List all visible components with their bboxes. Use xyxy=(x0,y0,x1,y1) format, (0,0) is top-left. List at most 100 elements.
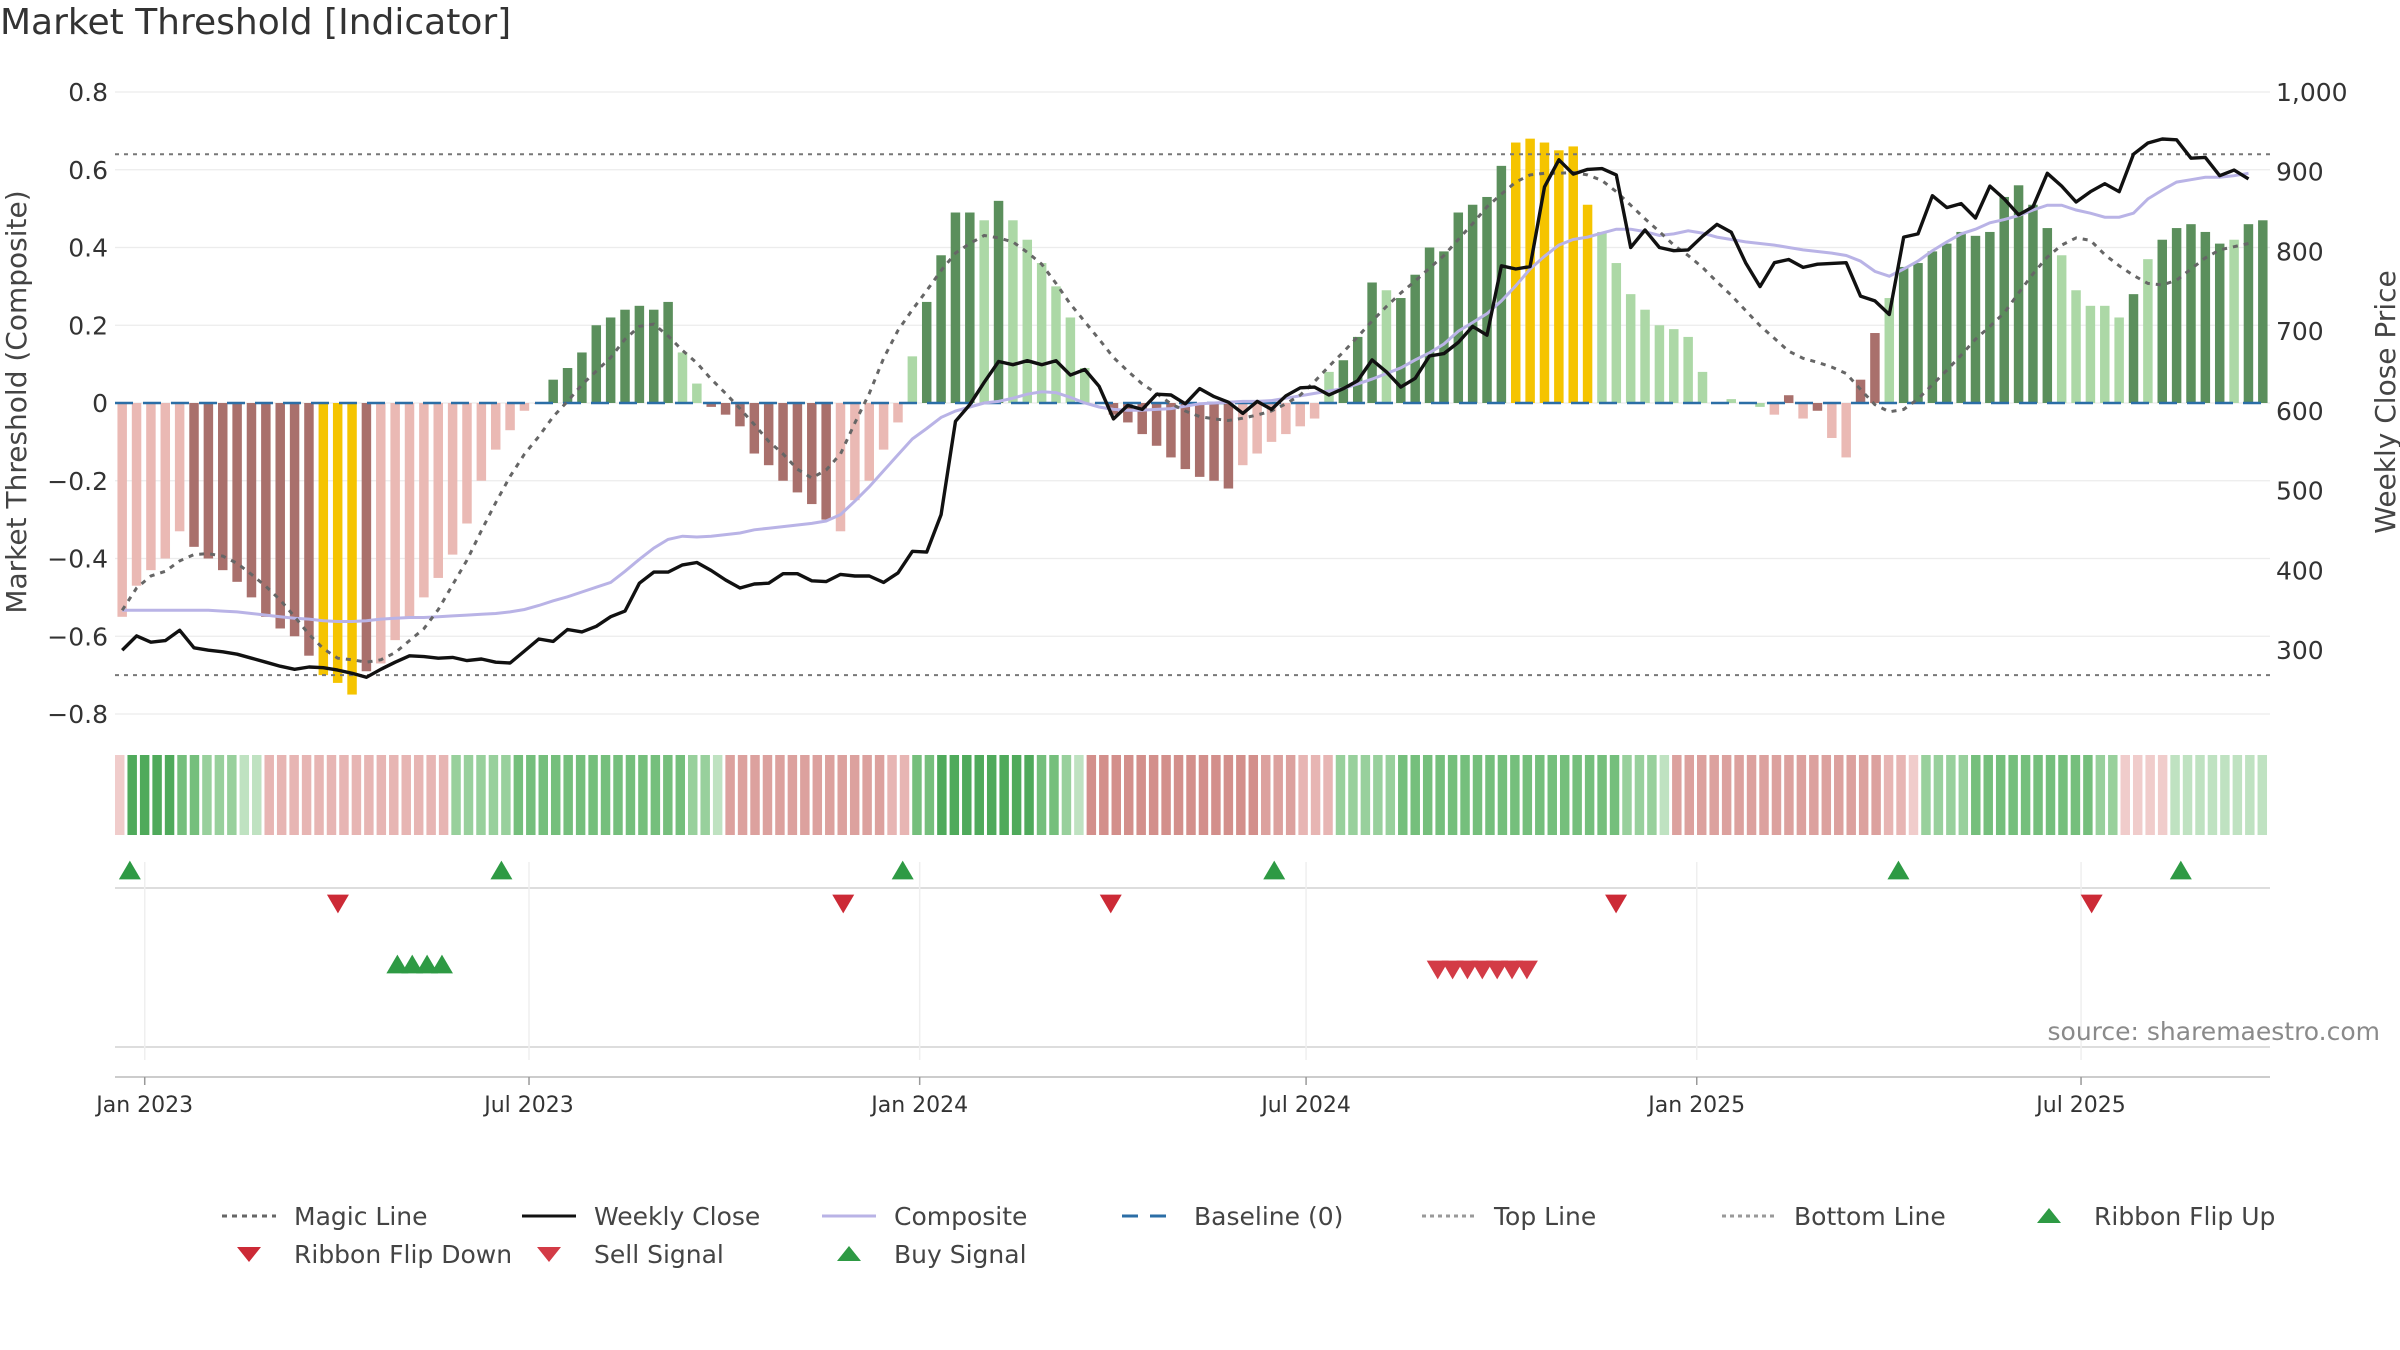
ribbon-cell xyxy=(488,755,499,835)
composite-bar xyxy=(361,403,372,672)
composite-bar xyxy=(203,403,214,559)
ribbon-cell xyxy=(1535,755,1545,835)
composite-bar xyxy=(1539,142,1550,403)
composite-bar xyxy=(1467,204,1478,403)
composite-bar xyxy=(921,301,932,403)
sell-signal-marker xyxy=(1471,960,1494,980)
ribbon-cell xyxy=(214,755,225,835)
ribbon-cell xyxy=(2120,755,2130,835)
ribbon-cell xyxy=(1123,755,1134,835)
ribbon-flip-up-marker xyxy=(891,860,914,880)
ribbon-cell xyxy=(438,755,449,835)
left-tick-label: −0.4 xyxy=(47,545,108,574)
right-tick-label: 1,000 xyxy=(2276,78,2348,107)
ribbon-cell xyxy=(389,755,399,835)
composite-bar xyxy=(1669,329,1679,403)
legend-label: Composite xyxy=(894,1201,1028,1231)
ribbon-cell xyxy=(1099,755,1109,835)
composite-bar xyxy=(1956,231,1966,403)
ribbon-cell xyxy=(1011,755,1022,835)
composite-bar xyxy=(577,352,587,403)
left-tick-label: 0.8 xyxy=(68,78,108,107)
legend-symbol xyxy=(2037,1208,2061,1223)
composite-bar xyxy=(1123,403,1133,423)
legend-item: Magic Line xyxy=(220,1198,428,1234)
legend-symbol xyxy=(837,1246,861,1261)
composite-bar xyxy=(1870,333,1880,403)
ribbon-cell xyxy=(999,755,1009,835)
ribbon-cell xyxy=(1784,755,1794,835)
composite-bar xyxy=(318,403,329,676)
ribbon-cell xyxy=(2045,755,2056,835)
ribbon-cell xyxy=(700,755,710,835)
ribbon-cell xyxy=(2257,755,2268,835)
x-tick-label: Jul 2024 xyxy=(1259,1093,1351,1118)
composite-bar xyxy=(2243,224,2254,403)
chart-lines xyxy=(115,137,2270,679)
ribbon-cell xyxy=(1672,755,1682,835)
ribbon-cell xyxy=(725,755,735,835)
ribbon-cell xyxy=(252,755,262,835)
ribbon-cell xyxy=(1024,755,1034,835)
ribbon-cell xyxy=(737,755,748,835)
composite-bar xyxy=(2186,224,2196,403)
x-tick-label: Jan 2024 xyxy=(869,1093,968,1118)
composite-bar xyxy=(1985,231,1995,403)
composite-bar xyxy=(1439,251,1449,403)
composite-bar xyxy=(634,305,645,403)
ribbon-flip-up-marker xyxy=(2169,860,2192,880)
ribbon-cell xyxy=(2232,755,2243,835)
ribbon-cell xyxy=(1186,755,1196,835)
left-axis-label: Market Threshold (Composite) xyxy=(0,190,33,613)
ribbon-cell xyxy=(1659,755,1670,835)
ribbon-cell xyxy=(874,755,885,835)
composite-bar xyxy=(2042,228,2053,403)
magic-line xyxy=(120,170,2249,664)
composite-bar xyxy=(591,325,602,403)
composite-bar xyxy=(1783,395,1794,403)
legend-label: Sell Signal xyxy=(594,1239,724,1269)
composite-bar xyxy=(476,403,487,481)
composite-bar xyxy=(1223,403,1234,489)
composite-bar xyxy=(548,379,558,403)
ribbon-cell xyxy=(1223,755,1234,835)
composite-bar xyxy=(993,200,1004,403)
composite-bar xyxy=(965,212,975,403)
ribbon-cell xyxy=(825,755,835,835)
ribbon-cell xyxy=(2157,755,2168,835)
ribbon-cell xyxy=(1460,755,1470,835)
ribbon-flip-up-marker xyxy=(118,860,141,880)
ribbon-cell xyxy=(1173,755,1184,835)
composite-bar xyxy=(763,403,774,466)
ribbon-cell xyxy=(1422,755,1433,835)
composite-bar xyxy=(160,403,171,559)
composite-bar xyxy=(1511,142,1521,403)
composite-bar xyxy=(1137,403,1147,435)
ribbon-cell xyxy=(1335,755,1346,835)
left-tick-label: −0.6 xyxy=(47,622,108,651)
ribbon-cell xyxy=(650,755,661,835)
composite-bar xyxy=(174,403,185,532)
ribbon-cell xyxy=(264,755,274,835)
ribbon-cell xyxy=(189,755,200,835)
legend-symbol xyxy=(1422,1214,1476,1218)
composite-bar xyxy=(2114,317,2124,403)
composite-bar xyxy=(1769,403,1780,415)
ribbon-cell xyxy=(1921,755,1931,835)
composite-bar xyxy=(1970,235,1981,403)
composite-bar xyxy=(1194,403,1205,477)
ribbon-cell xyxy=(1684,755,1695,835)
ribbon-cell xyxy=(1696,755,1707,835)
ribbon-cell xyxy=(476,755,486,835)
legend-item: Ribbon Flip Down xyxy=(220,1236,512,1272)
composite-bar xyxy=(1554,150,1564,403)
legend-label: Top Line xyxy=(1494,1201,1597,1231)
ribbon-cell xyxy=(750,755,760,835)
composite-bar xyxy=(1582,204,1593,403)
composite-bar xyxy=(304,403,314,656)
right-axis-label: Weekly Close Price xyxy=(2369,270,2400,533)
left-tick-label: −0.8 xyxy=(47,700,108,729)
left-axis-ticks: −0.8 −0.6 −0.4 −0.2 0 0.2 0.4 0.6 0.8 xyxy=(47,78,108,729)
composite-bar xyxy=(1410,274,1420,403)
ribbon-cell xyxy=(227,755,237,835)
